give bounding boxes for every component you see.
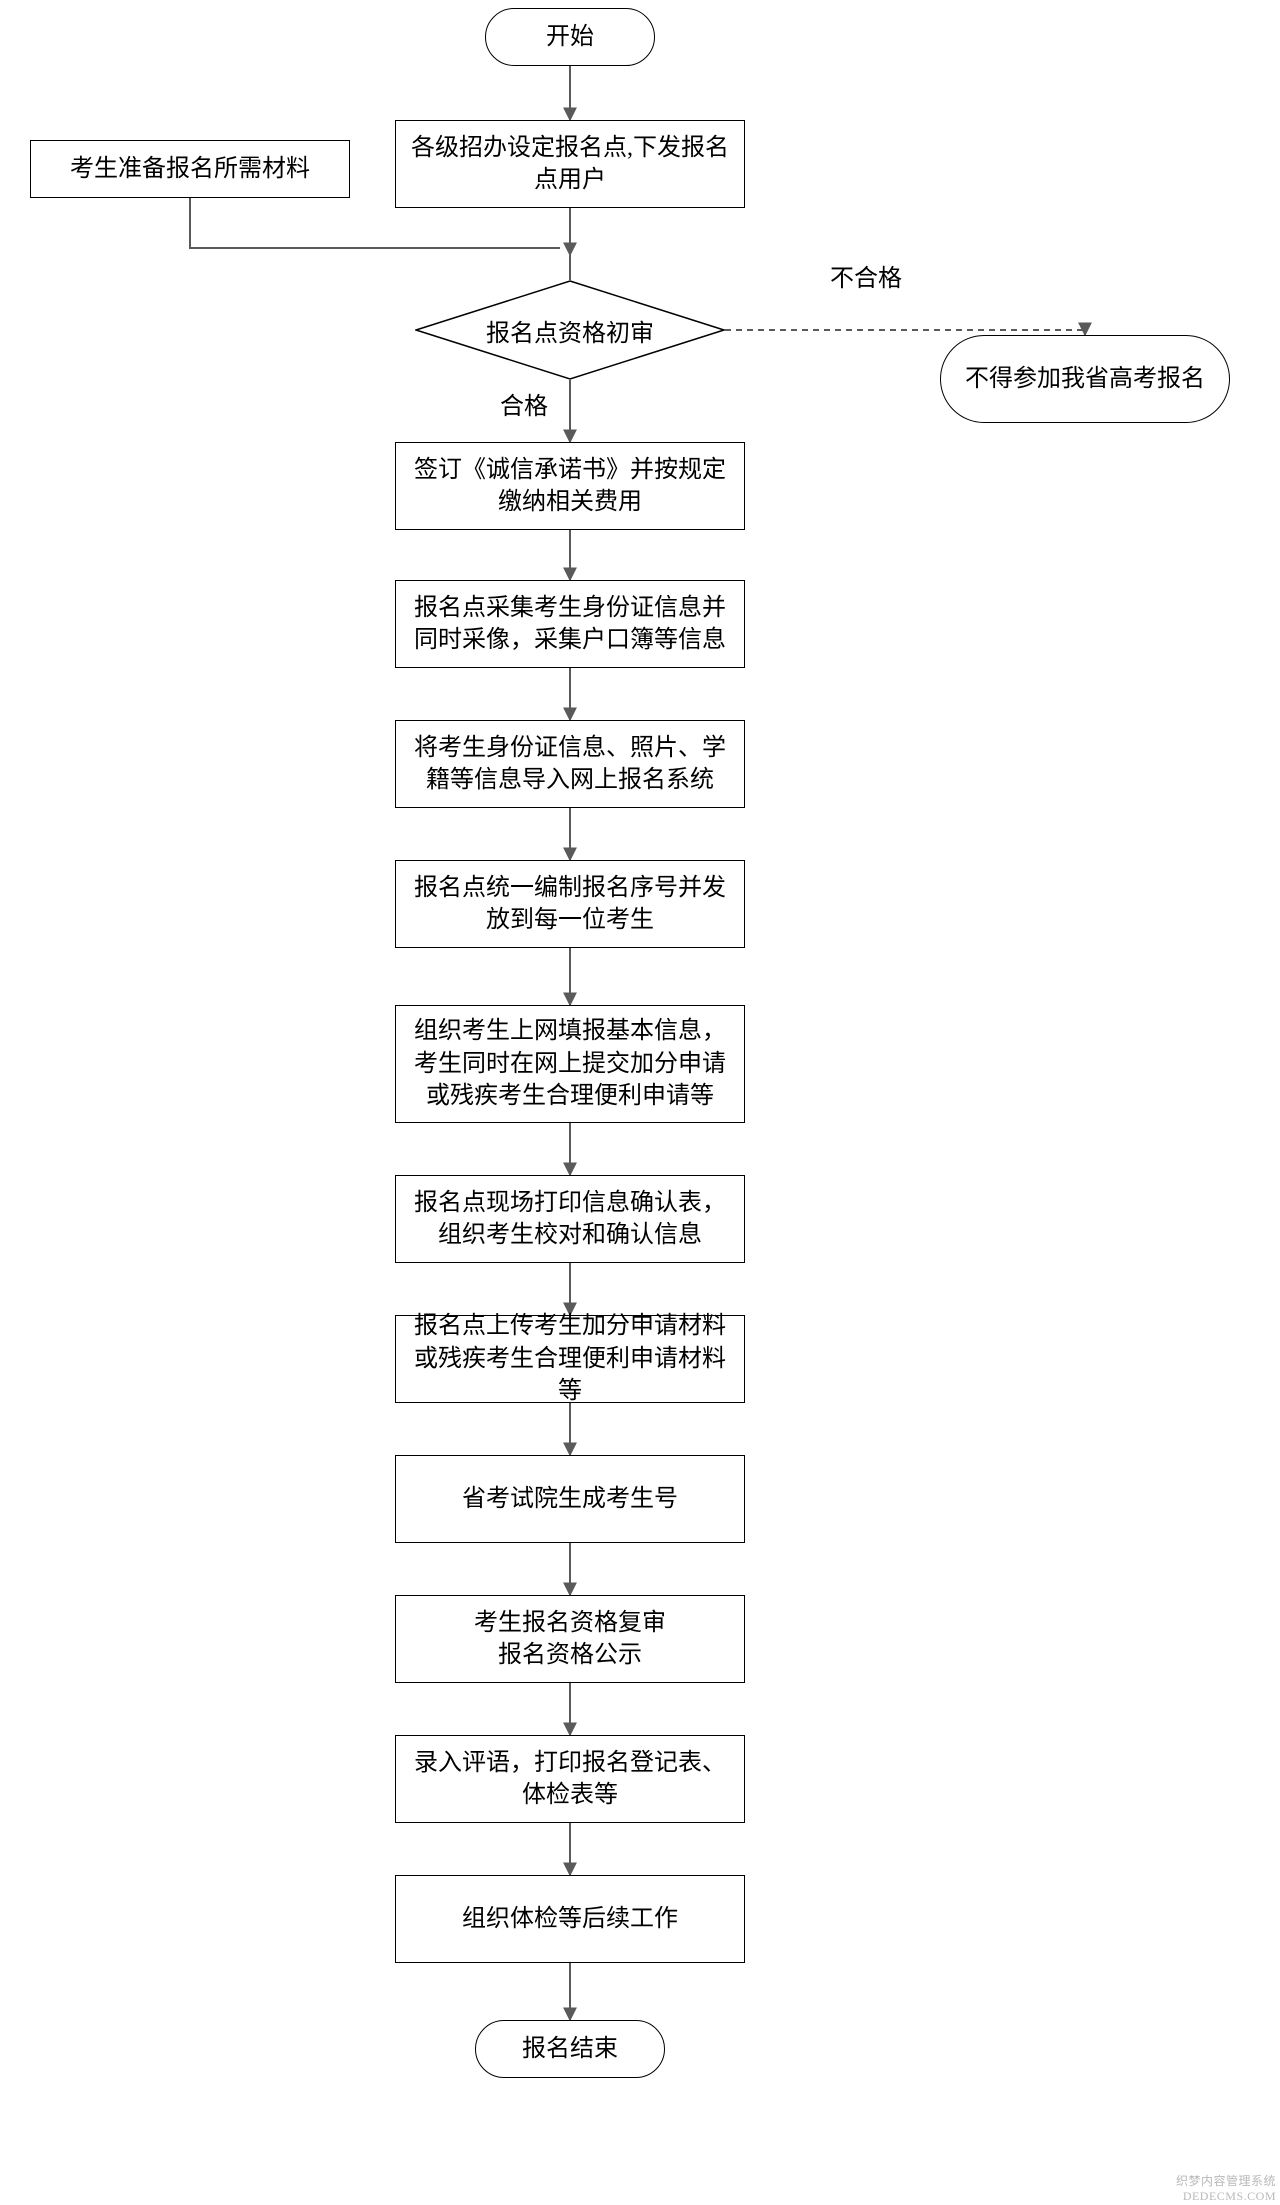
node-p3-label: 将考生身份证信息、照片、学籍等信息导入网上报名系统 [406, 732, 734, 797]
node-decision: 报名点资格初审 [415, 280, 725, 380]
node-p7-label: 报名点上传考生加分申请材料或残疾考生合理便利申请材料等 [406, 1310, 734, 1407]
node-setup-label: 各级招办设定报名点,下发报名点用户 [406, 132, 734, 197]
node-reject: 不得参加我省高考报名 [940, 335, 1230, 423]
node-end-label: 报名结束 [522, 2033, 618, 2065]
node-p11-label: 组织体检等后续工作 [462, 1903, 678, 1935]
node-p6-label: 报名点现场打印信息确认表，组织考生校对和确认信息 [406, 1187, 734, 1252]
node-p4: 报名点统一编制报名序号并发放到每一位考生 [395, 860, 745, 948]
node-p8-label: 省考试院生成考生号 [462, 1483, 678, 1515]
node-p4-label: 报名点统一编制报名序号并发放到每一位考生 [406, 872, 734, 937]
node-p11: 组织体检等后续工作 [395, 1875, 745, 1963]
node-side-prepare-label: 考生准备报名所需材料 [70, 153, 310, 185]
node-end: 报名结束 [475, 2020, 665, 2078]
node-decision-label: 报名点资格初审 [415, 280, 725, 380]
node-p9: 考生报名资格复审 报名资格公示 [395, 1595, 745, 1683]
node-p3: 将考生身份证信息、照片、学籍等信息导入网上报名系统 [395, 720, 745, 808]
node-reject-label: 不得参加我省高考报名 [965, 363, 1205, 395]
edge-label-pass: 合格 [500, 386, 548, 421]
node-p10-label: 录入评语，打印报名登记表、体检表等 [406, 1747, 734, 1812]
node-p1-label: 签订《诚信承诺书》并按规定缴纳相关费用 [406, 454, 734, 519]
node-start-label: 开始 [546, 21, 594, 53]
node-start: 开始 [485, 8, 655, 66]
node-p2: 报名点采集考生身份证信息并同时采像，采集户口簿等信息 [395, 580, 745, 668]
flowchart-canvas: 开始 考生准备报名所需材料 各级招办设定报名点,下发报名点用户 报名点资格初审 … [0, 0, 1280, 2205]
node-p6: 报名点现场打印信息确认表，组织考生校对和确认信息 [395, 1175, 745, 1263]
node-p2-label: 报名点采集考生身份证信息并同时采像，采集户口簿等信息 [406, 592, 734, 657]
watermark-text: 织梦内容管理系统 DEDECMS.COM [1176, 2174, 1276, 2203]
node-p8: 省考试院生成考生号 [395, 1455, 745, 1543]
edge-label-fail: 不合格 [830, 258, 902, 293]
node-p1: 签订《诚信承诺书》并按规定缴纳相关费用 [395, 442, 745, 530]
node-p10: 录入评语，打印报名登记表、体检表等 [395, 1735, 745, 1823]
node-side-prepare: 考生准备报名所需材料 [30, 140, 350, 198]
node-p5-label: 组织考生上网填报基本信息，考生同时在网上提交加分申请或残疾考生合理便利申请等 [406, 1015, 734, 1112]
node-p7: 报名点上传考生加分申请材料或残疾考生合理便利申请材料等 [395, 1315, 745, 1403]
node-p5: 组织考生上网填报基本信息，考生同时在网上提交加分申请或残疾考生合理便利申请等 [395, 1005, 745, 1123]
node-setup: 各级招办设定报名点,下发报名点用户 [395, 120, 745, 208]
node-p9-label: 考生报名资格复审 报名资格公示 [474, 1607, 666, 1672]
